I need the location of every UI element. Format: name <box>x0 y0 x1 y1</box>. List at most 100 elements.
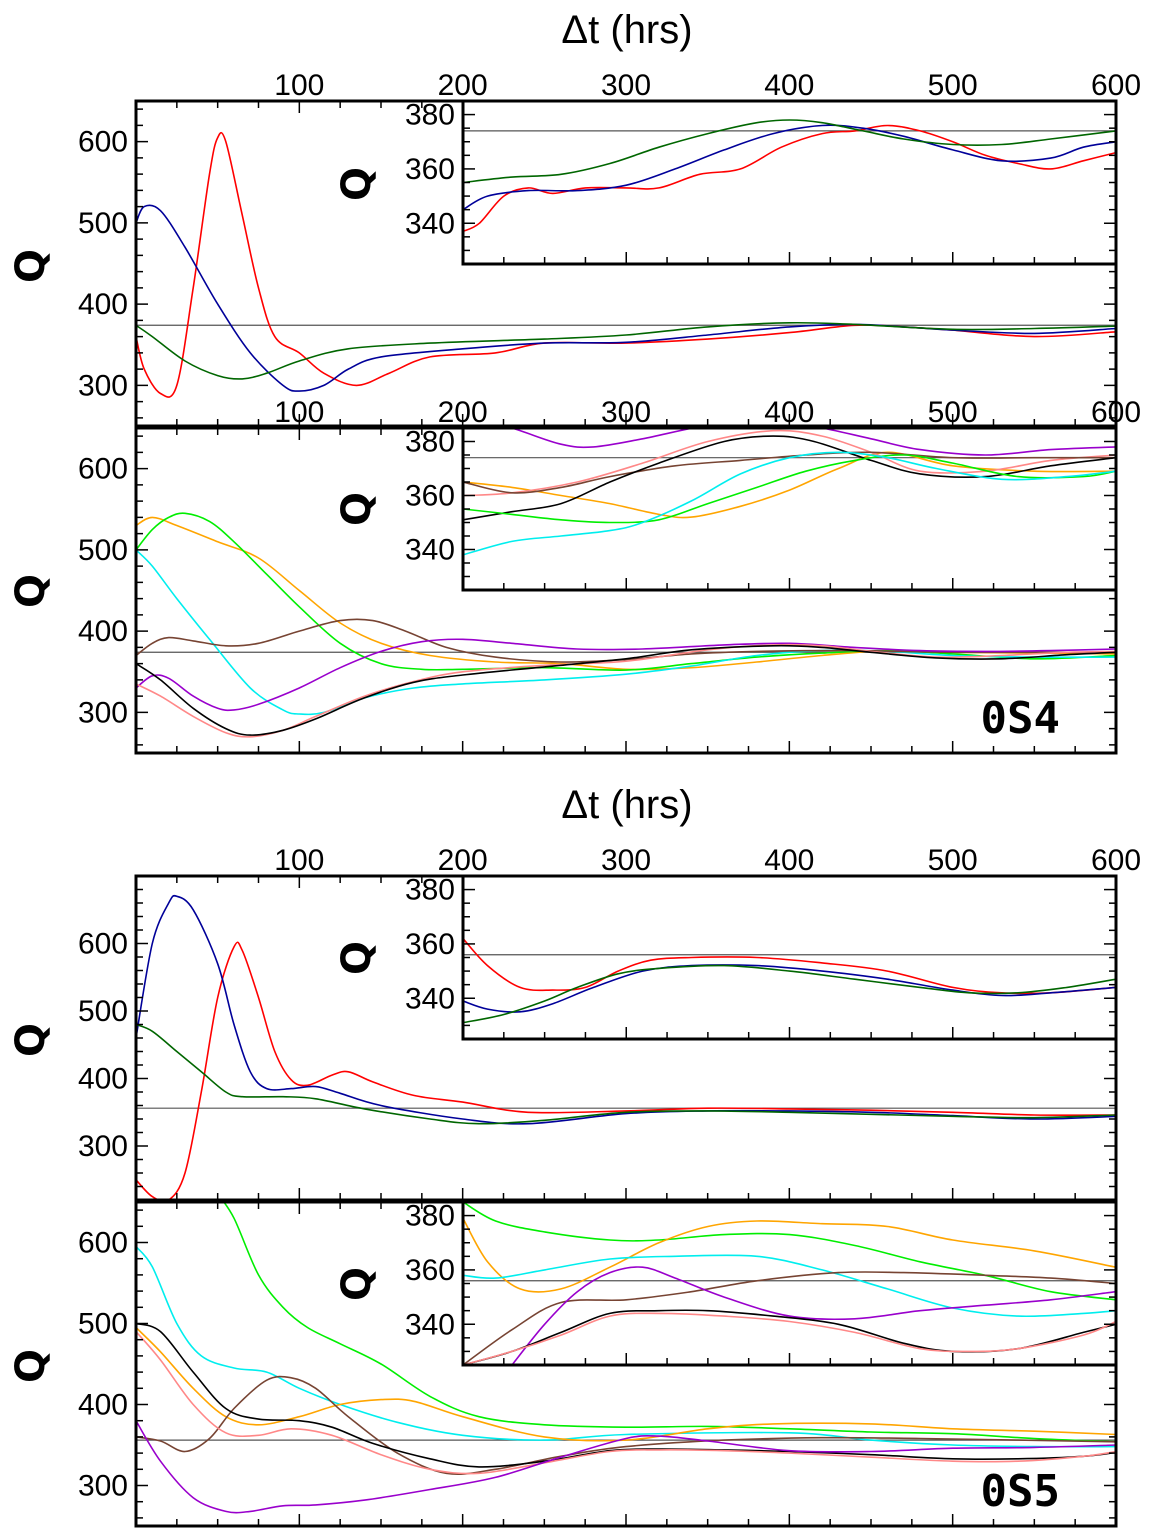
y-tick-label: 400 <box>78 615 128 648</box>
y-tick-label: 340 <box>405 207 455 240</box>
x-tick-label: 600 <box>1091 396 1141 429</box>
series-line-purple <box>136 1420 1116 1514</box>
annotation-0s5: 0S5 <box>981 1466 1060 1517</box>
y-tick-label: 500 <box>78 1308 128 1341</box>
x-tick-label: 400 <box>764 844 814 877</box>
series-line-orange <box>136 1326 1116 1442</box>
x-tick-label: 400 <box>764 396 814 429</box>
x-tick-label: 300 <box>601 396 651 429</box>
series-line-black <box>136 1322 1116 1468</box>
x-tick-label: 600 <box>1091 844 1141 877</box>
series-group <box>136 512 1116 738</box>
y-tick-label: 340 <box>405 534 455 567</box>
y-tick-label: 300 <box>78 1130 128 1163</box>
series-line-darkgreen <box>136 1023 1116 1125</box>
series-line-brown <box>463 1271 1116 1365</box>
series-group <box>136 894 1116 1200</box>
x-tick-label: 200 <box>438 844 488 877</box>
series-line-navy <box>136 894 1116 1125</box>
y-tick-label: 300 <box>78 1470 128 1503</box>
y-tick-label: 360 <box>405 1254 455 1287</box>
x-tick-label: 200 <box>438 69 488 102</box>
panel-bot-b: 300 400 500 600 Q <box>8 1200 1118 1528</box>
x-tick-label: 300 <box>601 844 651 877</box>
series-line-darkgreen <box>463 119 1116 184</box>
x-tick-label: 100 <box>274 844 324 877</box>
y-axis-label: Q <box>334 492 380 526</box>
xlabel-bottom-group: Δt (hrs) <box>561 783 692 827</box>
series-line-pink <box>463 1312 1116 1365</box>
series-line-orange <box>463 1217 1116 1293</box>
y-tick-label: 360 <box>405 928 455 961</box>
series-line-black <box>136 644 1116 736</box>
x-tick-label: 500 <box>928 396 978 429</box>
inset-background <box>463 876 1116 1039</box>
series-line-green <box>463 454 1116 524</box>
series-group <box>136 131 1116 398</box>
series-line-purple <box>136 638 1116 712</box>
x-tick-label: 100 <box>274 69 324 102</box>
y-axis-label: Q <box>8 249 54 283</box>
series-line-red <box>463 937 1116 995</box>
y-tick-label: 340 <box>405 982 455 1015</box>
series-line-red <box>136 941 1116 1200</box>
y-tick-label: 500 <box>78 534 128 567</box>
y-tick-label: 380 <box>405 99 455 132</box>
x-tick-label: 600 <box>1091 69 1141 102</box>
series-group <box>463 1202 1116 1365</box>
series-group <box>463 937 1116 1024</box>
series-line-darkgreen <box>463 964 1116 1024</box>
y-tick-label: 360 <box>405 153 455 186</box>
y-tick-label: 300 <box>78 696 128 729</box>
x-tick-label: 500 <box>928 69 978 102</box>
series-line-navy <box>463 124 1116 211</box>
x-tick-label: 100 <box>274 396 324 429</box>
series-line-green <box>463 1202 1116 1301</box>
y-tick-label: 300 <box>78 369 128 402</box>
inset-background <box>463 428 1116 590</box>
panel-bot-b-inset: 340 360 380 Q <box>334 1200 1118 1367</box>
y-axis-label: Q <box>8 1023 54 1057</box>
y-tick-label: 600 <box>78 1227 128 1260</box>
series-line-green <box>222 1202 1116 1443</box>
series-line-black <box>463 435 1116 521</box>
x-tick-label: 400 <box>764 69 814 102</box>
series-line-navy <box>463 964 1116 1013</box>
y-axis-label: Q <box>8 1349 54 1383</box>
series-line-cyan <box>463 1254 1116 1318</box>
y-tick-label: 600 <box>78 928 128 961</box>
y-tick-label: 360 <box>405 480 455 513</box>
y-tick-label: 600 <box>78 453 128 486</box>
panel-bot-a-inset: 340 360 380 Q <box>334 874 1118 1041</box>
xlabel-top-group: Δt (hrs) <box>561 8 692 52</box>
y-tick-label: 380 <box>405 874 455 907</box>
y-tick-label: 400 <box>78 1063 128 1096</box>
series-line-cyan <box>136 1245 1116 1448</box>
series-line-brown <box>136 618 1116 663</box>
y-axis-label: Q <box>334 941 380 975</box>
x-tick-label: 200 <box>438 396 488 429</box>
y-tick-label: 400 <box>78 1389 128 1422</box>
y-tick-label: 380 <box>405 426 455 459</box>
series-line-red <box>136 131 1116 398</box>
series-line-cyan <box>463 451 1116 556</box>
series-group <box>463 119 1116 233</box>
y-tick-label: 500 <box>78 995 128 1028</box>
y-tick-label: 340 <box>405 1308 455 1341</box>
series-group <box>463 428 1116 556</box>
series-line-darkgreen <box>136 321 1116 380</box>
x-tick-label: 500 <box>928 844 978 877</box>
annotation-0s4: 0S4 <box>981 693 1060 744</box>
y-axis-label: Q <box>334 1267 380 1301</box>
y-tick-label: 500 <box>78 207 128 240</box>
series-group <box>136 1202 1116 1514</box>
series-line-pink <box>463 429 1116 497</box>
x-tick-label: 300 <box>601 69 651 102</box>
y-tick-label: 600 <box>78 126 128 159</box>
panel-top-a-inset: 340 360 380 Q <box>334 99 1118 266</box>
y-axis-label: Q <box>334 167 380 201</box>
y-tick-label: 380 <box>405 1200 455 1233</box>
panel-top-b-inset: 340 360 380 Q <box>334 426 1118 592</box>
y-tick-label: 400 <box>78 288 128 321</box>
